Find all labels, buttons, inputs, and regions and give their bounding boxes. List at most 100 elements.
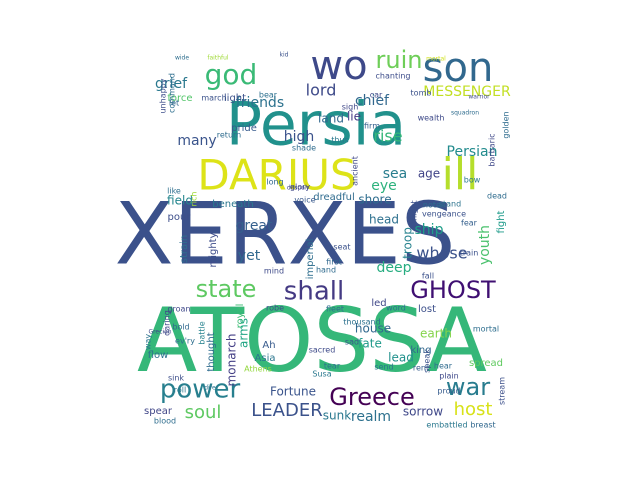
cloud-word: flow	[148, 350, 169, 361]
cloud-word: rise	[373, 127, 402, 146]
cloud-word: rent	[413, 364, 429, 373]
cloud-word: return	[217, 131, 241, 140]
cloud-word: voice	[294, 196, 315, 205]
cloud-word: Susa	[312, 370, 331, 379]
cloud-word: plain	[439, 372, 459, 381]
cloud-word: ev'ry	[175, 337, 195, 346]
cloud-word: embattled	[426, 421, 467, 430]
cloud-word: sink	[168, 374, 184, 383]
cloud-word: strain	[179, 235, 190, 264]
cloud-word: many	[177, 133, 216, 149]
cloud-word: wide	[175, 55, 189, 62]
cloud-word: long	[266, 178, 283, 187]
cloud-word: thousand	[343, 318, 380, 327]
cloud-word: MESSENGER	[423, 84, 511, 100]
cloud-word: notes	[423, 201, 445, 210]
cloud-word: first	[326, 258, 342, 267]
cloud-word: word	[386, 304, 406, 313]
cloud-word: royal	[235, 304, 246, 329]
cloud-word: like	[167, 187, 181, 196]
cloud-word: shade	[292, 144, 316, 153]
cloud-word: glory	[290, 183, 310, 192]
cloud-word: chief	[355, 93, 390, 109]
cloud-word: soul	[185, 402, 222, 423]
cloud-word: shall	[284, 277, 344, 307]
cloud-word: LEADER	[251, 400, 322, 421]
cloud-word: imperial	[305, 239, 316, 280]
cloud-word: dead	[487, 192, 507, 201]
cloud-word: mighty	[208, 232, 219, 267]
cloud-word: unhappy	[159, 78, 168, 113]
cloud-word: Ah	[262, 340, 275, 351]
cloud-word: high	[284, 129, 315, 145]
cloud-word: rich	[190, 192, 199, 207]
cloud-word: fleet	[326, 305, 344, 314]
cloud-word: Asia	[255, 353, 276, 364]
cloud-word: hear	[434, 362, 453, 371]
cloud-word: Greece	[329, 383, 414, 411]
cloud-word: bold	[172, 323, 189, 332]
cloud-word: house	[355, 322, 391, 336]
cloud-word: bear	[259, 91, 278, 100]
cloud-word: great	[235, 218, 273, 234]
cloud-word: car	[370, 91, 383, 100]
cloud-word: head	[369, 213, 399, 227]
cloud-word: thus	[331, 136, 348, 145]
cloud-word: XERXES	[115, 184, 456, 284]
cloud-word: way	[144, 334, 153, 350]
cloud-word: pride	[231, 123, 257, 134]
cloud-word: lead	[388, 351, 414, 365]
cloud-word: march	[201, 94, 226, 103]
cloud-word: Fortune	[270, 385, 316, 399]
cloud-word: wealth	[418, 114, 445, 123]
cloud-word: sad	[345, 338, 359, 347]
cloud-word: fight	[496, 210, 507, 233]
cloud-word: hand	[316, 266, 336, 275]
cloud-word: speak	[423, 349, 432, 373]
cloud-word: DARIUS	[197, 151, 356, 200]
cloud-word: sorrow	[403, 405, 443, 419]
cloud-word: friends	[236, 95, 284, 111]
cloud-word: spread	[469, 358, 503, 369]
cloud-word: grief	[155, 76, 188, 92]
cloud-word: light	[224, 93, 246, 104]
cloud-word: lie	[347, 110, 361, 124]
cloud-word: despair	[287, 185, 310, 192]
cloud-word: robe	[266, 304, 284, 313]
cloud-word: stream	[498, 377, 507, 405]
cloud-word: train	[460, 249, 479, 258]
cloud-word: realm	[351, 409, 391, 425]
cloud-word: shore	[358, 193, 391, 207]
cloud-word: tear	[324, 362, 341, 371]
cloud-word: warrior	[468, 94, 490, 101]
cloud-word: proud	[437, 387, 460, 396]
cloud-word: groan	[167, 305, 190, 314]
cloud-word: seat	[333, 243, 350, 252]
cloud-word: fate	[358, 337, 382, 351]
cloud-word: king	[410, 345, 431, 356]
cloud-word: deep	[377, 260, 412, 276]
cloud-word: sacred	[309, 346, 336, 355]
cloud-word: lost	[418, 304, 436, 315]
cloud-word: chanting	[376, 72, 411, 81]
cloud-word: sigh	[342, 103, 359, 112]
cloud-word: command	[168, 73, 177, 113]
cloud-word: age	[418, 167, 440, 181]
cloud-word: lord	[306, 81, 337, 100]
cloud-word: power	[160, 375, 241, 405]
cloud-word: GHOST	[410, 276, 496, 304]
cloud-word: Athens	[244, 365, 272, 374]
cloud-word: vengeance	[422, 210, 466, 219]
cloud-word: earth	[420, 327, 452, 341]
cloud-word: yet	[238, 248, 261, 264]
cloud-word: war	[446, 373, 490, 401]
cloud-word: wo	[310, 43, 367, 89]
cloud-word: spear	[144, 406, 173, 417]
cloud-word: monarch	[225, 334, 239, 387]
cloud-word: god	[205, 58, 258, 91]
cloud-word: fear	[461, 219, 478, 228]
cloud-word: firm	[364, 122, 380, 131]
cloud-word: mind	[264, 267, 284, 276]
cloud-word: led	[371, 298, 386, 309]
